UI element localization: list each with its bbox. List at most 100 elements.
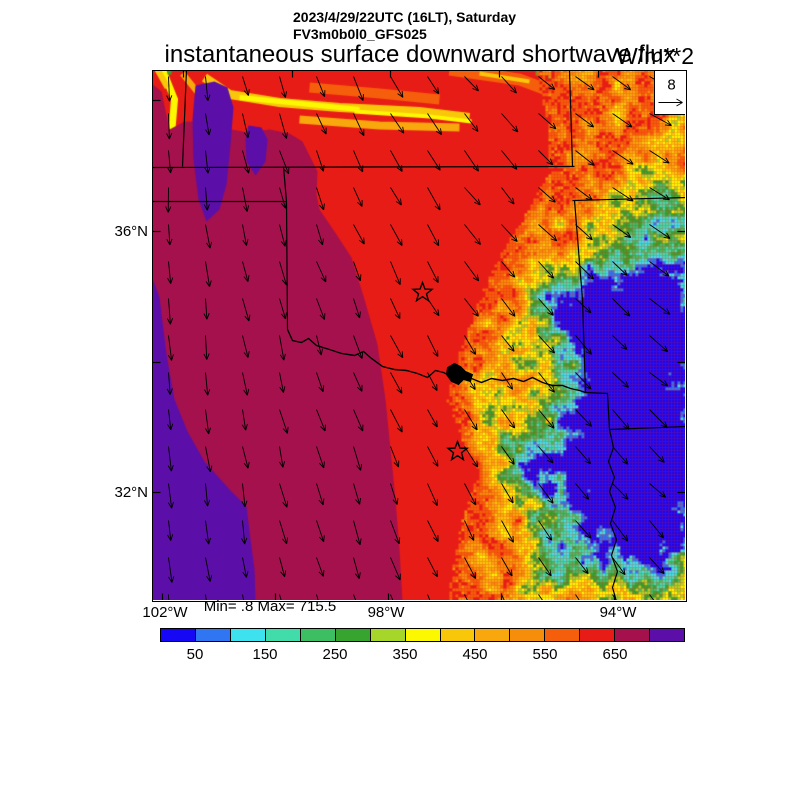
wind-vector-arrow: [464, 372, 476, 390]
wind-vector-arrow: [612, 335, 628, 350]
wind-vector-arrow: [538, 594, 543, 600]
wind-vector-arrow: [501, 372, 514, 390]
colorbar: [160, 628, 686, 642]
wind-vector-arrow: [612, 520, 629, 542]
colorbar-segment: [649, 628, 686, 642]
wind-vector-arrow: [427, 261, 439, 283]
wind-vector-arrow: [464, 557, 477, 579]
wind-vector-arrow: [279, 298, 287, 320]
wind-vector-arrow: [612, 594, 617, 600]
wind-vector-arrow: [242, 372, 250, 396]
wind-vector-arrow: [241, 483, 248, 508]
model-name-label: FV3m0b0l0_GFS025: [293, 26, 427, 42]
wind-vector-arrow: [205, 261, 212, 288]
wind-vector-arrow: [242, 76, 250, 96]
wind-vector-arrow: [464, 446, 479, 468]
wind-vector-arrow: [501, 557, 513, 577]
wind-vector-arrow: [612, 261, 628, 276]
wind-vector-arrow: [316, 187, 325, 211]
wind-vector-arrow: [353, 76, 364, 101]
wind-vector-arrow: [649, 113, 672, 126]
wind-vector-arrow: [353, 557, 361, 579]
colorbar-segment: [404, 628, 441, 642]
wind-vector-arrow: [166, 298, 174, 325]
wind-vector-arrow: [242, 594, 244, 600]
lon-tick-label: 94°W: [599, 604, 637, 621]
wind-vector-arrow: [316, 76, 326, 98]
water-body: [445, 362, 474, 386]
wind-vector-arrow: [279, 409, 289, 434]
wind-vector-arrow: [204, 150, 211, 174]
wind-vector-arrow: [501, 409, 516, 429]
wind-vector-arrow: [575, 557, 589, 575]
wind-vector-arrow: [464, 187, 481, 206]
wind-vector-arrow: [167, 335, 174, 361]
wind-vector-arrow: [204, 372, 211, 396]
wind-vector-arrow: [575, 224, 593, 241]
colorbar-segment: [509, 628, 546, 642]
wind-vector-arrow: [316, 113, 327, 135]
wind-vector-arrow: [279, 224, 287, 247]
wind-vector-arrow: [649, 372, 669, 387]
wind-vector-arrow: [279, 446, 286, 468]
wind-vector-arrow: [316, 594, 319, 600]
wind-vector-arrow: [166, 76, 173, 102]
wind-vector-arrow: [538, 335, 556, 354]
wind-vector-arrow: [316, 557, 325, 577]
wind-vector-arrow: [575, 446, 592, 465]
wind-vector-arrow: [165, 187, 172, 213]
wind-vector-arrow: [279, 335, 286, 361]
colorbar-segment: [544, 628, 581, 642]
wind-vector-arrow: [390, 187, 402, 206]
wind-vector-arrow: [242, 224, 249, 246]
wind-vector-arrow: [649, 409, 668, 429]
wind-vector-arrow: [427, 372, 438, 391]
wind-vector-arrow: [316, 335, 323, 356]
colorbar-segment: [264, 628, 301, 642]
colorbar-tick-label: 250: [322, 646, 348, 663]
wind-vector-arrow: [612, 557, 626, 576]
wind-vector-arrow: [464, 335, 477, 355]
wind-vector-arrow: [501, 261, 516, 278]
wind-vector-arrow: [649, 557, 665, 575]
wind-vector-arrow: [575, 261, 595, 280]
wind-vector-arrow: [167, 520, 174, 541]
colorbar-segment: [299, 628, 336, 642]
wind-vector-arrow: [538, 224, 558, 242]
wind-vector-arrow: [353, 335, 364, 360]
wind-vector-arrow: [464, 520, 475, 541]
wind-vector-arrow: [612, 187, 634, 202]
wind-vector-arrow: [575, 298, 592, 314]
wind-vector-arrow: [427, 113, 443, 136]
wind-vector-arrow: [316, 409, 326, 432]
page-title: instantaneous surface downward shortwave…: [164, 41, 676, 68]
wind-vector-arrow: [649, 187, 670, 201]
wind-reference-box: [654, 71, 685, 115]
valid-time-label: 2023/4/29/22UTC (16LT), Saturday: [293, 9, 517, 25]
wind-vector-arrow: [390, 261, 401, 286]
wind-vector-arrow: [205, 557, 213, 582]
colorbar-tick-label: 350: [392, 646, 418, 663]
wind-vector-arrow: [538, 261, 555, 279]
wind-vector-arrow: [353, 261, 362, 282]
wind-vector-arrow: [203, 298, 210, 320]
wind-vector-arrow: [575, 187, 593, 201]
wind-vector-arrow: [390, 594, 394, 600]
wind-vector-arrow: [538, 76, 556, 90]
wind-reference-arrow: [658, 98, 683, 107]
wind-vector-arrow: [427, 557, 438, 578]
wind-vector-arrow: [501, 113, 519, 133]
wind-vector-arrow: [168, 594, 170, 600]
lon-tick-label: 102°W: [142, 604, 188, 621]
wind-vector-arrow: [427, 150, 441, 171]
wind-vector-arrow: [649, 224, 671, 239]
wind-vector-arrow: [649, 298, 671, 315]
wind-vector-arrow: [538, 446, 554, 464]
wind-vector-arrow: [167, 409, 174, 431]
wind-vector-arrow: [538, 409, 555, 429]
wind-vector-arrow: [575, 594, 580, 600]
wind-vector-arrow: [203, 335, 210, 360]
wind-vector-arrow: [316, 261, 327, 283]
wind-vector-arrow: [464, 150, 479, 172]
wind-vector-arrow: [353, 483, 361, 505]
